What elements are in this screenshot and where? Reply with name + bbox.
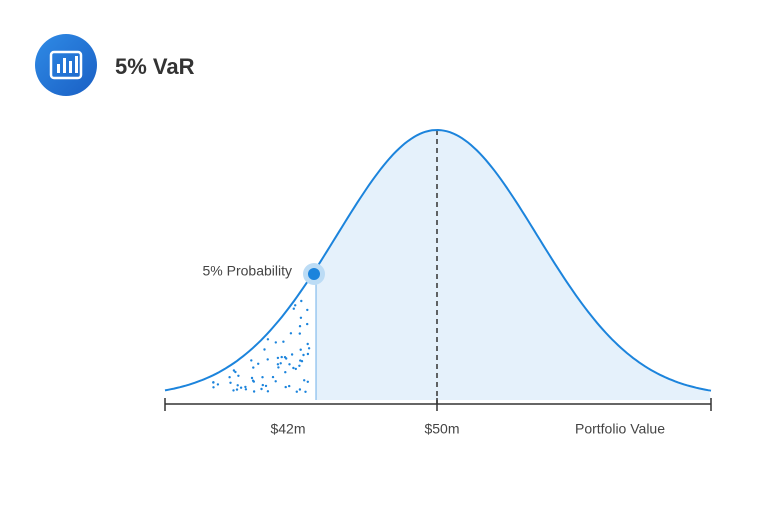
dot bbox=[292, 366, 295, 370]
dot bbox=[250, 359, 253, 362]
dot bbox=[294, 367, 297, 371]
curve-area bbox=[316, 130, 711, 400]
dot bbox=[228, 376, 231, 379]
dot bbox=[288, 363, 291, 366]
dot bbox=[276, 356, 280, 360]
dot bbox=[303, 379, 306, 382]
dot bbox=[276, 363, 280, 366]
dot bbox=[264, 384, 268, 388]
dot bbox=[234, 370, 237, 374]
dot bbox=[288, 384, 291, 388]
dot bbox=[306, 352, 310, 356]
dot bbox=[304, 390, 307, 393]
dot bbox=[274, 380, 277, 383]
point bbox=[308, 268, 320, 280]
annotation: 5% Probability bbox=[203, 263, 293, 279]
dot bbox=[266, 338, 270, 341]
dot bbox=[294, 304, 297, 307]
dot bbox=[274, 341, 277, 344]
dot bbox=[298, 325, 302, 328]
dot bbox=[280, 355, 283, 359]
dot bbox=[244, 385, 247, 389]
tail-dots bbox=[212, 299, 311, 393]
dot bbox=[257, 362, 260, 365]
dot bbox=[237, 374, 240, 377]
dot bbox=[289, 332, 293, 335]
dot bbox=[298, 364, 301, 367]
dot bbox=[212, 386, 215, 389]
dot bbox=[284, 385, 287, 389]
dot bbox=[306, 322, 309, 326]
dot bbox=[229, 381, 232, 384]
dot bbox=[266, 358, 269, 361]
dot bbox=[306, 308, 309, 312]
dot bbox=[232, 369, 236, 372]
axis-label: $50m bbox=[424, 421, 459, 437]
dot bbox=[252, 366, 255, 369]
axis-title: Portfolio Value bbox=[575, 421, 665, 437]
dot bbox=[252, 390, 256, 393]
dot bbox=[236, 384, 239, 387]
header-icon bbox=[35, 34, 97, 96]
bell-curve bbox=[164, 128, 712, 392]
dot bbox=[290, 353, 294, 356]
dot bbox=[306, 380, 309, 383]
axis-label: $42m bbox=[270, 421, 305, 437]
dot bbox=[295, 390, 298, 393]
title: 5% VaR bbox=[115, 54, 195, 79]
dot bbox=[306, 342, 309, 346]
dot bbox=[284, 371, 287, 374]
dot bbox=[277, 366, 280, 369]
dot bbox=[261, 376, 264, 379]
dot bbox=[260, 387, 263, 391]
dot bbox=[250, 376, 254, 380]
dot bbox=[298, 332, 301, 335]
dot bbox=[292, 307, 295, 310]
dot bbox=[299, 316, 303, 319]
dot bbox=[216, 383, 220, 386]
dot bbox=[299, 348, 302, 351]
dot bbox=[300, 299, 303, 303]
dot bbox=[244, 388, 248, 391]
dot bbox=[266, 390, 270, 393]
dot bbox=[279, 362, 282, 365]
dot bbox=[232, 389, 235, 392]
dot bbox=[282, 340, 285, 343]
dot bbox=[302, 353, 305, 357]
dot bbox=[271, 375, 275, 379]
dot bbox=[307, 347, 311, 350]
dot bbox=[298, 388, 302, 391]
dot bbox=[251, 379, 255, 382]
dot bbox=[239, 386, 243, 389]
axis bbox=[164, 398, 712, 411]
dot bbox=[299, 359, 302, 362]
dot bbox=[263, 348, 266, 351]
dot bbox=[283, 356, 287, 359]
dot bbox=[212, 381, 215, 384]
dot bbox=[235, 388, 239, 391]
dot bbox=[261, 383, 264, 387]
